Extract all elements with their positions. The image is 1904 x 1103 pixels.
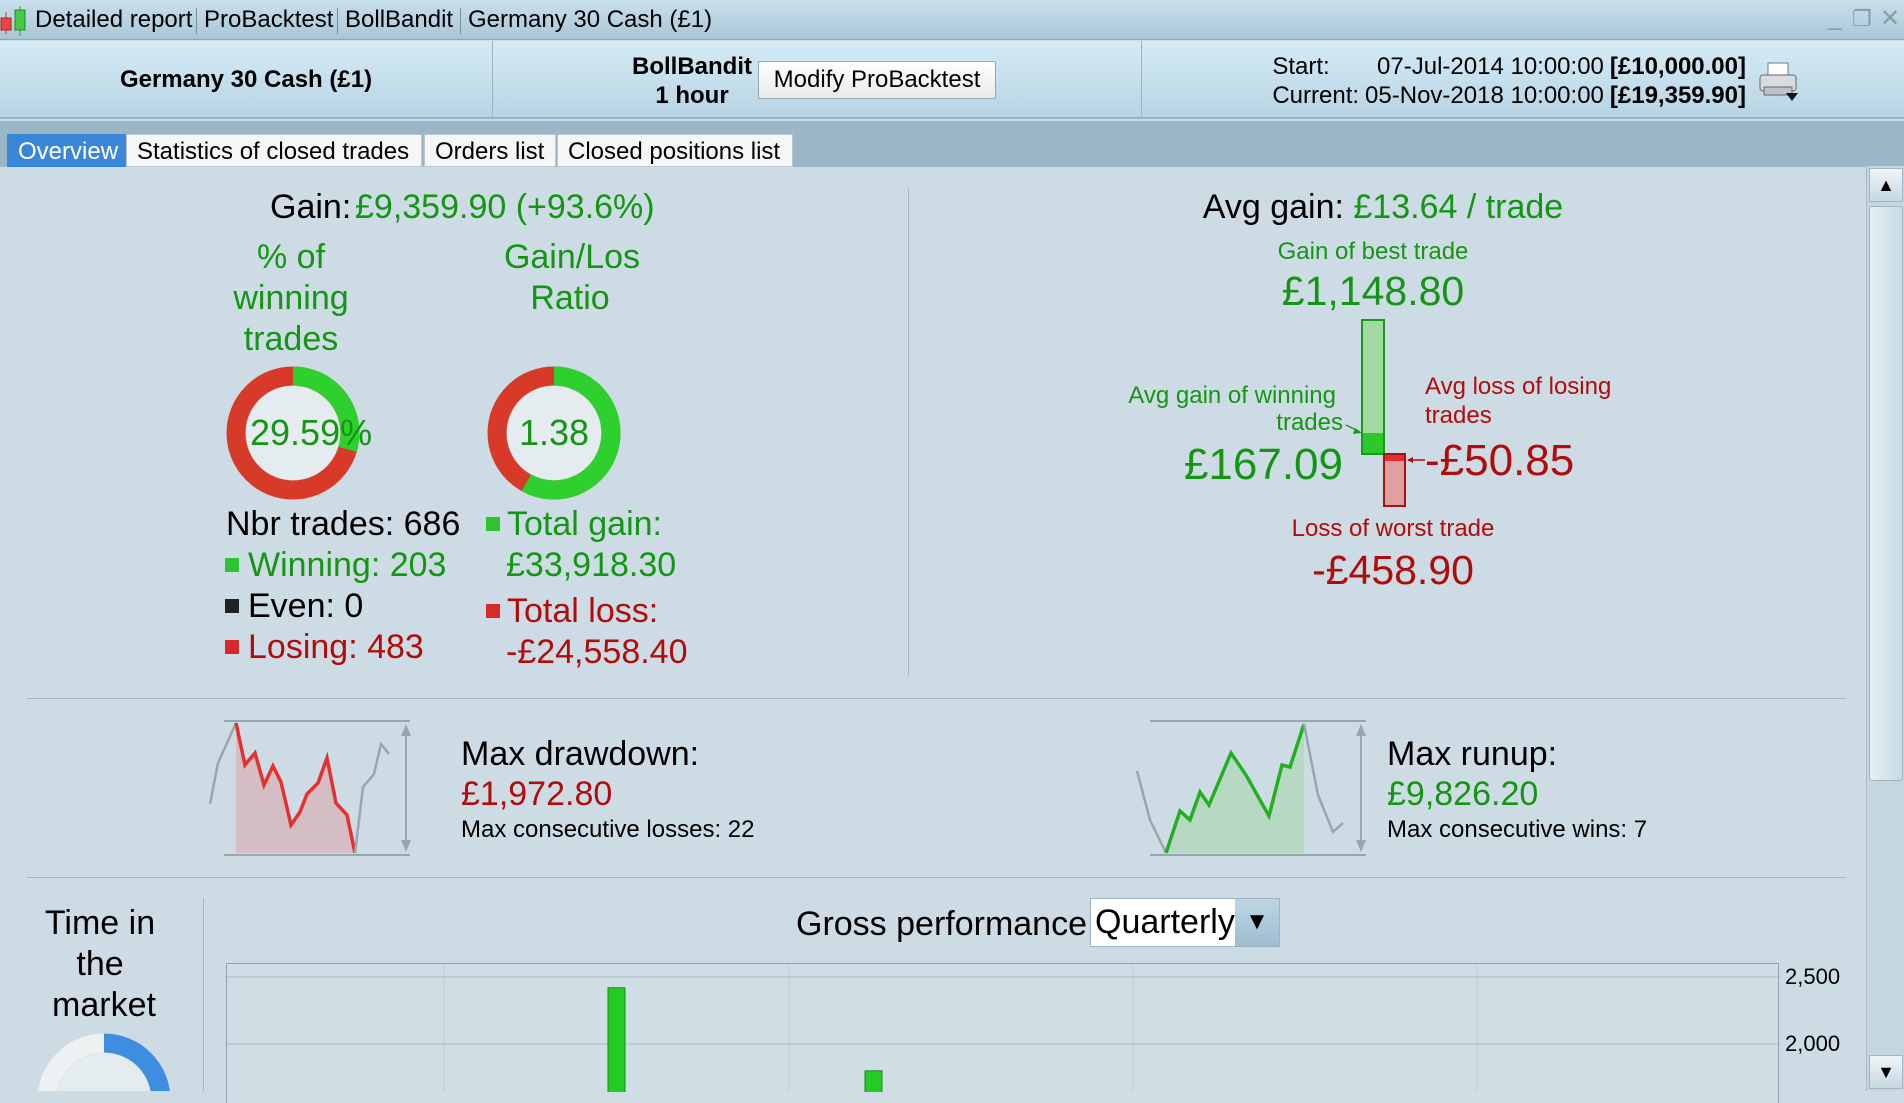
restore-button[interactable]: ❐ (1852, 6, 1872, 31)
pct-winning-label-2: winning (233, 279, 349, 317)
worst-trade-bar (1383, 453, 1406, 507)
divider (27, 877, 1846, 878)
start-label: Start: (1272, 53, 1330, 80)
pct-winning-label-3: trades (243, 320, 339, 358)
avg-loss-bar (1385, 455, 1404, 461)
best-trade-label: Gain of best trade (1277, 238, 1469, 265)
start-date: 07-Jul-2014 10:00:00 (1377, 53, 1604, 80)
even-legend-icon (225, 599, 239, 613)
system-name: BollBandit (632, 53, 752, 80)
avg-gain-label: Avg gain: (1202, 188, 1344, 226)
avg-gain-value: £13.64 / trade (1353, 188, 1564, 226)
title-part-system: BollBandit (345, 6, 454, 33)
gain-value: £9,359.90 (+93.6%) (355, 188, 655, 226)
period-select[interactable]: Quarterly ▼ (1090, 898, 1280, 947)
print-icon[interactable] (1756, 61, 1802, 103)
trade-distribution-bars (1345, 319, 1425, 507)
avg-loss-value: -£50.85 (1425, 436, 1575, 485)
runup-value: £9,826.20 (1387, 775, 1539, 813)
current-label: Current: (1272, 82, 1360, 109)
section-divider (203, 898, 204, 1091)
time-in-market-gauge (37, 1033, 171, 1091)
capital-summary: Start: 07-Jul-2014 10:00:00 [£10,000.00]… (1272, 53, 1746, 110)
start-capital: [£10,000.00] (1609, 53, 1746, 80)
ratio-label-2: Ratio (530, 279, 610, 317)
instrument-name: Germany 30 Cash (£1) (119, 66, 373, 93)
app-icon (0, 6, 26, 36)
title-bar: Detailed report ProBacktest BollBandit G… (0, 0, 1904, 40)
report-header: Germany 30 Cash (£1) BollBandit 1 hour M… (0, 41, 1904, 119)
performance-bar (607, 987, 626, 1092)
performance-bar (864, 1070, 883, 1092)
losing-count: Losing: 483 (248, 628, 424, 666)
scroll-thumb[interactable] (1869, 206, 1903, 781)
title-part-module: ProBacktest (204, 6, 334, 33)
avg-win-bar (1363, 433, 1383, 453)
y-tick-label: 2,000 (1785, 1030, 1841, 1056)
period-select-value: Quarterly (1095, 903, 1235, 941)
drawdown-value: £1,972.80 (461, 775, 613, 813)
pct-winning-label-1: % of (256, 238, 326, 276)
total-gain-label: Total gain: (507, 505, 662, 543)
scroll-down-button[interactable]: ▼ (1869, 1055, 1903, 1089)
winning-pct-value: 29.59% (250, 412, 373, 453)
avg-loss-label-2: trades (1425, 402, 1492, 429)
tab-overview[interactable]: Overview (7, 134, 126, 167)
chevron-down-icon[interactable]: ▼ (1235, 899, 1279, 946)
gain-label: Gain: (270, 188, 352, 226)
even-count: Even: 0 (248, 587, 364, 625)
title-part-instrument: Germany 30 Cash (£1) (468, 6, 713, 33)
gross-performance-chart (226, 963, 1780, 1103)
losing-legend-icon (225, 640, 239, 654)
current-capital: [£19,359.90] (1609, 82, 1746, 109)
avg-loss-label-1: Avg loss of losing (1425, 373, 1612, 400)
winning-count: Winning: 203 (248, 546, 447, 584)
time-in-market-label-3: market (52, 986, 156, 1024)
time-in-market-label-1: Time in (44, 904, 156, 942)
tab-statistics-closed-trades[interactable]: Statistics of closed trades (126, 134, 422, 167)
avg-gain: Avg gain: £13.64 / trade (1203, 188, 1563, 227)
gross-performance-label: Gross performance (796, 905, 1087, 943)
consecutive-losses: Max consecutive losses: 22 (461, 816, 755, 843)
avg-win-label-1: Avg gain of winning (1128, 382, 1336, 409)
tab-closed-positions-list[interactable]: Closed positions list (557, 134, 793, 167)
minimize-button[interactable]: _ (1828, 4, 1842, 31)
best-trade-bar (1361, 319, 1385, 455)
avg-win-value: £167.09 (1183, 440, 1343, 489)
current-date: 05-Nov-2018 10:00:00 (1365, 82, 1604, 109)
total-loss-label: Total loss: (507, 592, 659, 630)
total-gain-value: £33,918.30 (506, 546, 677, 584)
title-part-report: Detailed report (35, 6, 193, 33)
tab-bar: Overview Statistics of closed trades Ord… (0, 121, 1904, 167)
consecutive-wins: Max consecutive wins: 7 (1387, 816, 1648, 843)
time-in-market-label-2: the (76, 945, 124, 983)
worst-trade-value: -£458.90 (1312, 547, 1474, 593)
gain-loss-ratio-donut (487, 366, 621, 500)
worst-trade-label: Loss of worst trade (1291, 515, 1495, 542)
avg-win-label-2: trades (1276, 409, 1343, 436)
nbr-trades: Nbr trades: 686 (226, 505, 461, 543)
ratio-label-1: Gain/Los (503, 238, 641, 276)
runup-label: Max runup: (1387, 735, 1558, 773)
drawdown-label: Max drawdown: (461, 735, 700, 773)
section-divider (908, 188, 909, 676)
timeframe: 1 hour (655, 82, 729, 109)
total-loss-legend-icon (486, 604, 500, 618)
close-button[interactable]: ✕ (1880, 5, 1901, 32)
vertical-scrollbar[interactable]: ▲ ▼ (1866, 166, 1904, 1091)
tab-orders-list[interactable]: Orders list (424, 134, 556, 167)
total-gain-legend-icon (486, 517, 500, 531)
total-loss-value: -£24,558.40 (506, 633, 688, 671)
best-trade-value: £1,148.80 (1281, 268, 1465, 314)
winning-pct-donut (226, 366, 360, 500)
modify-probacktest-button[interactable]: Modify ProBacktest (758, 61, 996, 99)
gain-loss-ratio-value: 1.38 (518, 412, 590, 453)
scroll-up-button[interactable]: ▲ (1869, 168, 1903, 202)
y-tick-label: 2,500 (1785, 963, 1841, 989)
divider (27, 698, 1846, 699)
winning-legend-icon (225, 558, 239, 572)
